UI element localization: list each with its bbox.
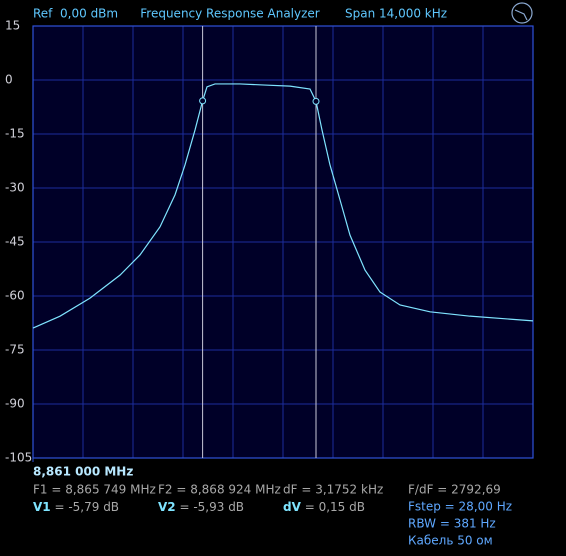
level-name: V1 — [33, 500, 51, 514]
y-tick-label: 15 — [5, 19, 20, 33]
y-tick-label: -105 — [5, 451, 32, 465]
setting-readout: Кабель 50 ом — [408, 534, 493, 548]
y-tick-label: -60 — [5, 289, 25, 303]
level-value: = -5,93 dB — [176, 500, 244, 514]
y-tick-label: -90 — [5, 397, 25, 411]
y-tick-label: -30 — [5, 181, 25, 195]
level-value: = -5,79 dB — [51, 500, 119, 514]
frequency-readout: F2 = 8,868 924 MHz — [158, 483, 281, 497]
level-readout: dV = 0,15 dB — [283, 500, 365, 514]
y-tick-label: -45 — [5, 235, 25, 249]
level-name: V2 — [158, 500, 176, 514]
marker-point — [199, 97, 207, 105]
y-tick-label: 0 — [5, 73, 13, 87]
icon-glyph[interactable] — [514, 9, 528, 21]
chart-title: Frequency Response Analyzer — [140, 7, 320, 21]
setting-readout: Fstep = 28,00 Hz — [408, 500, 512, 514]
y-tick-label: -15 — [5, 127, 25, 141]
ref-level: Ref 0,00 dBm — [33, 7, 118, 21]
response-curve — [32, 83, 534, 329]
level-readout: V1 = -5,79 dB — [33, 500, 119, 514]
frequency-readout: dF = 3,1752 kHz — [283, 483, 383, 497]
level-value: = 0,15 dB — [301, 500, 365, 514]
frequency-readout: F1 = 8,865 749 MHz — [33, 483, 156, 497]
settings-icon[interactable] — [511, 2, 533, 24]
plot-border — [32, 25, 534, 459]
frequency-readout: F/dF = 2792,69 — [408, 483, 501, 497]
marker-point — [312, 97, 320, 105]
level-readout: V2 = -5,93 dB — [158, 500, 244, 514]
span: Span 14,000 kHz — [345, 7, 447, 21]
y-tick-label: -75 — [5, 343, 25, 357]
icon-ring[interactable] — [511, 2, 533, 24]
setting-readout: RBW = 381 Hz — [408, 517, 496, 531]
x-tick-label: 8,861 000 MHz — [33, 465, 133, 479]
level-name: dV — [283, 500, 302, 514]
